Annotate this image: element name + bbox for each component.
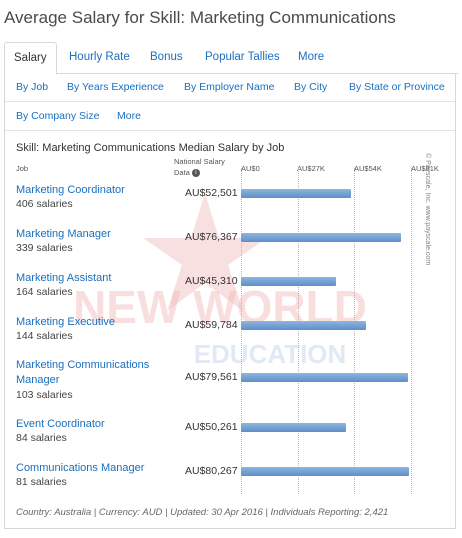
- tick-label: AU$81K: [411, 164, 439, 173]
- salary-value: AU$59,784: [185, 319, 238, 331]
- job-link[interactable]: Communications Manager: [16, 462, 145, 474]
- page-title: Average Salary for Skill: Marketing Comm…: [4, 8, 396, 27]
- salary-bar: [241, 321, 367, 330]
- tick-label: AU$27K: [297, 164, 325, 173]
- copyright-text: © Payscale, Inc. www.payscale.com: [424, 153, 431, 266]
- watermark-line-2: EDUCATION: [194, 339, 347, 369]
- salary-value: AU$79,561: [185, 371, 238, 383]
- salary-value: AU$76,367: [185, 231, 238, 243]
- job-link[interactable]: Event Coordinator: [16, 418, 105, 430]
- col-header-national: Data i: [174, 168, 200, 178]
- salary-bar: [241, 373, 408, 382]
- job-link[interactable]: Marketing Assistant: [16, 272, 112, 284]
- chart-title: Skill: Marketing Communications Median S…: [16, 142, 285, 154]
- salary-panel: By Job By Years Experience By Employer N…: [4, 73, 456, 529]
- col-header-national-line1: National Salary: [174, 157, 225, 166]
- subnav-by-company-size[interactable]: By Company Size: [16, 110, 100, 122]
- col-header-job: Job: [16, 164, 29, 173]
- salary-count: 103 salaries: [16, 389, 73, 401]
- subnav-row-2: By Company Size More: [5, 102, 455, 131]
- tick-label: AU$0: [241, 164, 260, 173]
- salary-count: 406 salaries: [16, 198, 73, 210]
- info-icon[interactable]: i: [191, 169, 200, 178]
- tab-salary[interactable]: Salary: [4, 42, 57, 75]
- salary-bar: [241, 277, 337, 286]
- gridline: [297, 168, 299, 494]
- tab-bonus[interactable]: Bonus: [150, 51, 183, 63]
- tab-hourly-rate[interactable]: Hourly Rate: [69, 51, 130, 63]
- subnav-by-employer-name[interactable]: By Employer Name: [184, 81, 275, 93]
- gridline: [241, 168, 242, 494]
- salary-bar: [241, 423, 347, 432]
- tab-popular-tallies[interactable]: Popular Tallies: [205, 51, 280, 63]
- job-link[interactable]: Marketing Manager: [16, 228, 111, 240]
- salary-count: 84 salaries: [16, 432, 67, 444]
- subnav-by-job[interactable]: By Job: [16, 81, 49, 93]
- subnav-by-years-experience[interactable]: By Years Experience: [67, 81, 164, 93]
- col-header-national-line2: Data: [174, 168, 190, 177]
- salary-value: AU$80,267: [185, 465, 238, 477]
- salary-bar: [241, 189, 352, 198]
- job-link[interactable]: Marketing Communications Manager: [16, 359, 150, 386]
- salary-count: 144 salaries: [16, 330, 73, 342]
- subnav-by-state-or-province[interactable]: By State or Province: [349, 81, 445, 93]
- salary-count: 339 salaries: [16, 242, 73, 254]
- tab-more[interactable]: More: [298, 51, 325, 63]
- salary-bar: [241, 467, 410, 476]
- subnav-row-1: By Job By Years Experience By Employer N…: [5, 73, 455, 102]
- salary-count: 81 salaries: [16, 476, 67, 488]
- salary-value: AU$50,261: [185, 421, 238, 433]
- footer-summary: Country: Australia | Currency: AUD | Upd…: [16, 507, 389, 518]
- gridline: [354, 168, 356, 494]
- subnav-more[interactable]: More: [117, 110, 141, 122]
- salary-value: AU$52,501: [185, 187, 238, 199]
- tick-label: AU$54K: [354, 164, 382, 173]
- job-link[interactable]: Marketing Executive: [16, 316, 116, 328]
- salary-count: 164 salaries: [16, 286, 73, 298]
- job-link[interactable]: Marketing Coordinator: [16, 184, 125, 196]
- salary-bar: [241, 233, 402, 242]
- gridline: [411, 168, 412, 494]
- tab-bar: Salary Hourly Rate Bonus Popular Tallies…: [4, 42, 458, 75]
- subnav-by-city[interactable]: By City: [294, 81, 328, 93]
- salary-value: AU$45,310: [185, 275, 238, 287]
